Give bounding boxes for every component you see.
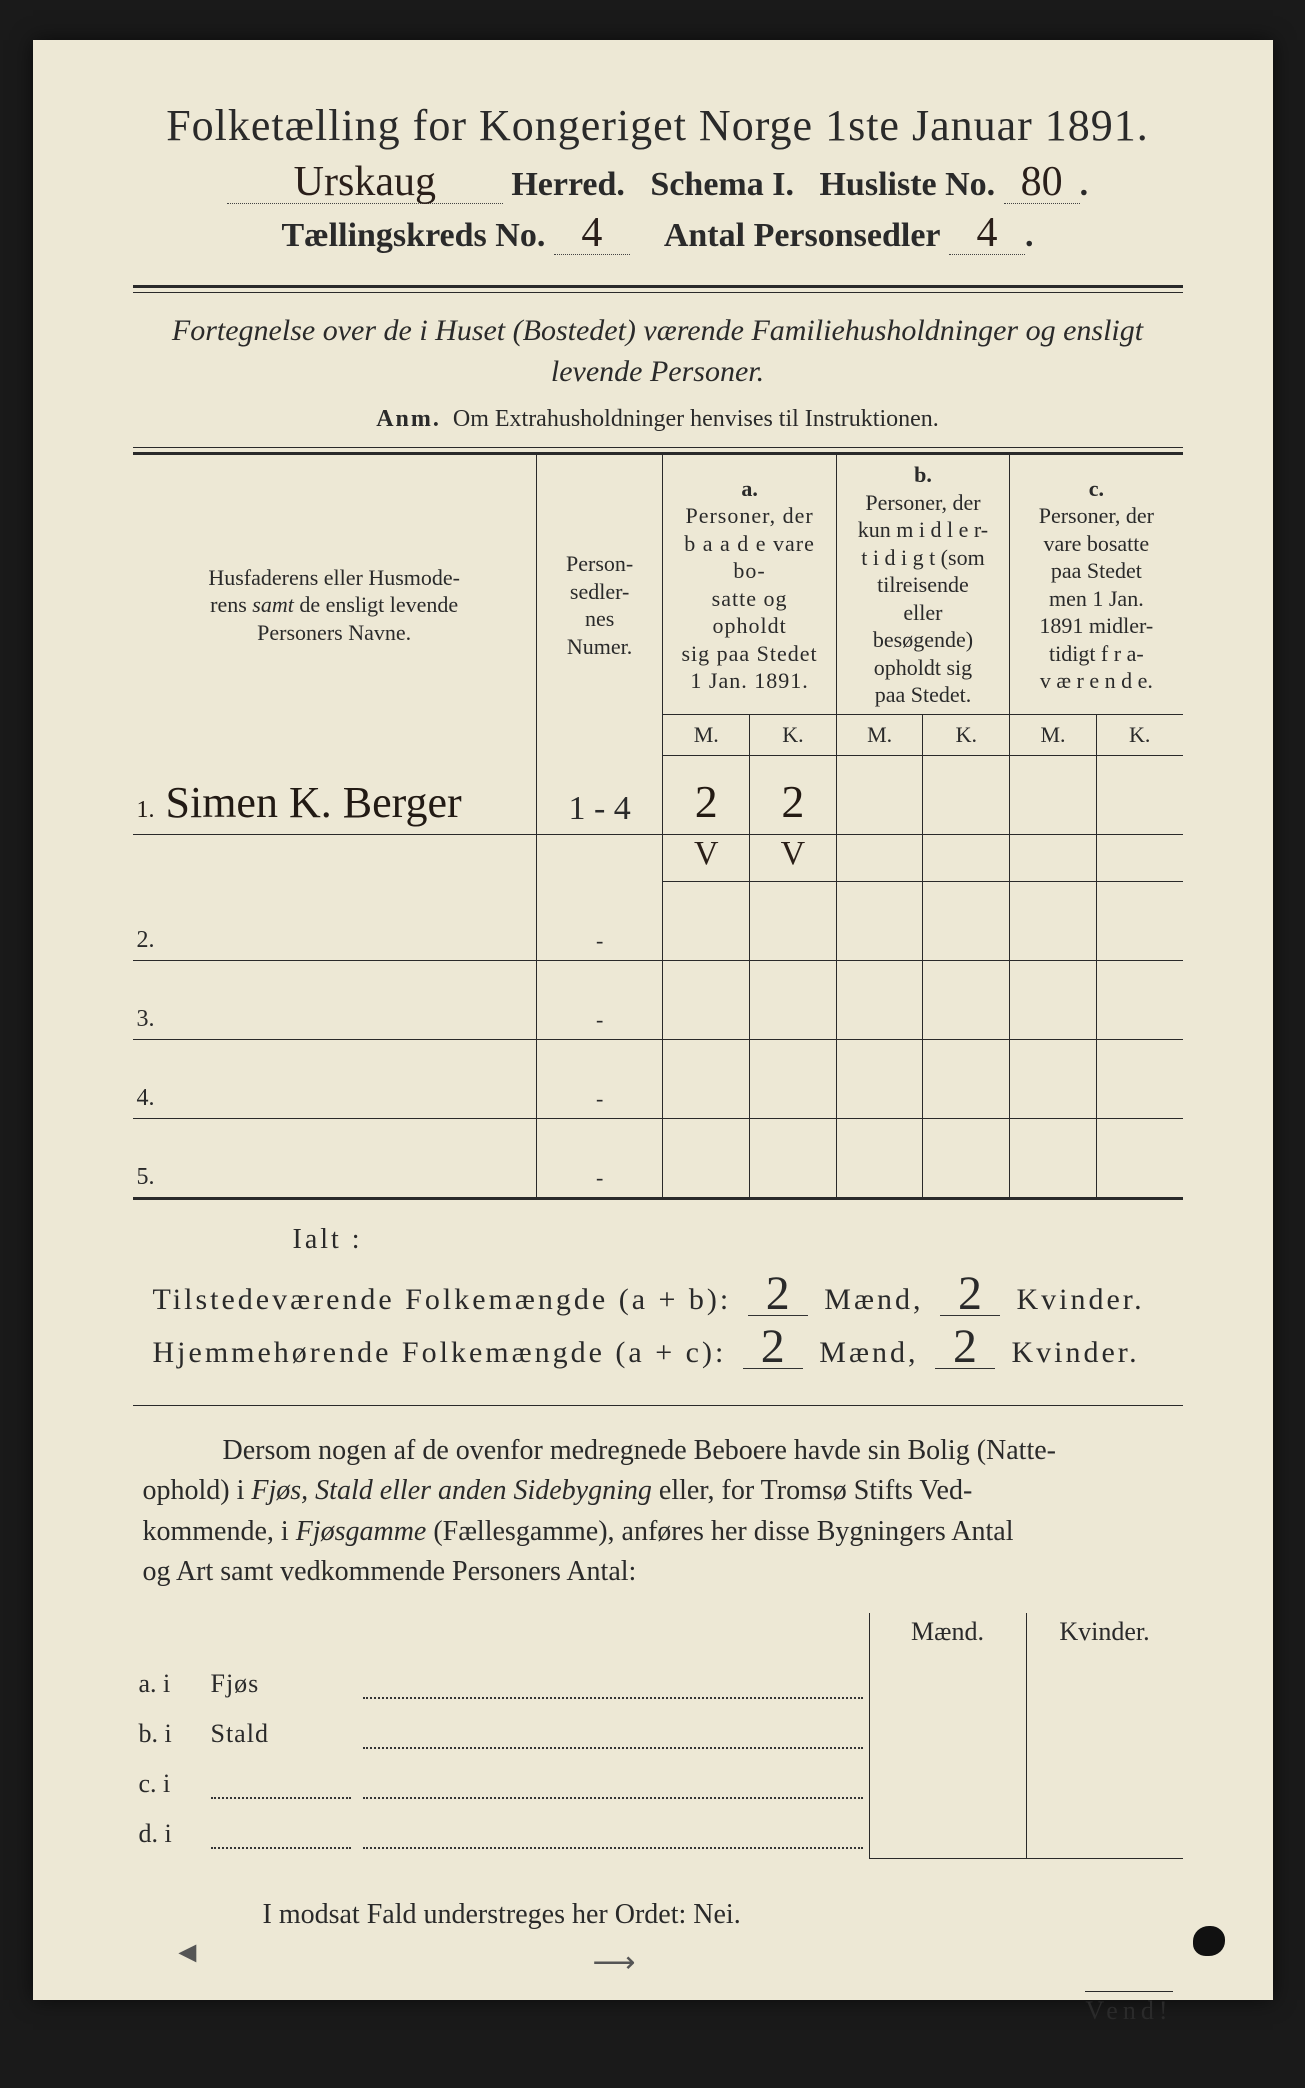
btable-row: a. i Fjøs bbox=[133, 1659, 1183, 1709]
row1-ak: 2 bbox=[750, 755, 837, 834]
sum1-k: 2 bbox=[940, 1272, 1000, 1316]
kreds-label: Tællingskreds No. bbox=[281, 217, 545, 254]
ink-blot bbox=[1193, 1926, 1225, 1956]
table-row: 2. - bbox=[133, 881, 1183, 960]
page-title: Folketælling for Kongeriget Norge 1ste J… bbox=[133, 100, 1183, 151]
personsedler-value: 4 bbox=[949, 212, 1025, 255]
col-a-k: K. bbox=[750, 715, 837, 756]
subtitle: Fortegnelse over de i Huset (Bostedet) v… bbox=[163, 311, 1153, 392]
check-ak: V bbox=[750, 834, 837, 881]
herred-label: Herred. bbox=[511, 166, 625, 203]
table-row: 3. - bbox=[133, 960, 1183, 1039]
col-b-m: M. bbox=[836, 715, 923, 756]
btable-maend: Mænd. bbox=[869, 1613, 1026, 1659]
check-am: V bbox=[663, 834, 750, 881]
outbuilding-table: Mænd. Kvinder. a. i Fjøs b. i Stald c. i… bbox=[133, 1613, 1183, 1860]
ialt-label: Ialt : bbox=[293, 1224, 1183, 1256]
sum-line-2: Hjemmehørende Folkemængde (a + c): 2 Mæn… bbox=[153, 1325, 1183, 1370]
col-names-header: Husfaderens eller Husmode-rens samt de e… bbox=[133, 455, 537, 755]
smudge-mark: ◄ bbox=[173, 1936, 203, 1970]
row1-name: Simen K. Berger bbox=[166, 778, 462, 827]
herred-value: Urskaug bbox=[227, 161, 503, 204]
col-c-k: K. bbox=[1096, 715, 1182, 756]
sum1-m: 2 bbox=[748, 1272, 808, 1316]
household-table: Husfaderens eller Husmode-rens samt de e… bbox=[133, 455, 1183, 1200]
kreds-value: 4 bbox=[554, 212, 630, 255]
col-c-header: c. Personer, dervare bosattepaa Stedetme… bbox=[1010, 455, 1183, 715]
rule-3 bbox=[133, 1405, 1183, 1406]
col-b-k: K. bbox=[923, 715, 1010, 756]
personsedler-label: Antal Personsedler bbox=[664, 217, 941, 254]
husliste-label: Husliste No. bbox=[819, 166, 995, 203]
btable-row: c. i bbox=[133, 1759, 1183, 1809]
row1-pnum: 1 - 4 bbox=[536, 755, 663, 834]
col-a-m: M. bbox=[663, 715, 750, 756]
vend-label: Vend! bbox=[1085, 1991, 1172, 2026]
census-form-page: Folketælling for Kongeriget Norge 1ste J… bbox=[33, 40, 1273, 2000]
col-b-header: b. Personer, derkun m i d l e r-t i d i … bbox=[836, 455, 1009, 715]
rule-1 bbox=[133, 285, 1183, 293]
table-row: 1. Simen K. Berger 1 - 4 2 2 bbox=[133, 755, 1183, 834]
schema-label: Schema I. bbox=[650, 166, 794, 203]
col-num-header: Person-sedler-nesNumer. bbox=[536, 455, 663, 755]
table-row: 4. - bbox=[133, 1039, 1183, 1118]
tick-mark: ⟶ bbox=[593, 1945, 636, 1980]
col-c-m: M. bbox=[1010, 715, 1097, 756]
btable-row: b. i Stald bbox=[133, 1709, 1183, 1759]
btable-kvinder: Kvinder. bbox=[1026, 1613, 1183, 1659]
table-row: 5. - bbox=[133, 1118, 1183, 1198]
row1-am: 2 bbox=[663, 755, 750, 834]
outbuilding-paragraph: Dersom nogen af de ovenfor medregnede Be… bbox=[143, 1431, 1173, 1593]
header-line-2: Urskaug Herred. Schema I. Husliste No. 8… bbox=[133, 161, 1183, 204]
sum2-k: 2 bbox=[935, 1325, 995, 1369]
sum-line-1: Tilstedeværende Folkemængde (a + b): 2 M… bbox=[153, 1272, 1183, 1317]
modsat-line: I modsat Fald understreges her Ordet: Ne… bbox=[263, 1899, 1183, 1931]
btable-row: d. i bbox=[133, 1809, 1183, 1859]
rule-2 bbox=[133, 447, 1183, 455]
husliste-value: 80 bbox=[1004, 161, 1080, 204]
anm-line: Anm. Om Extrahusholdninger henvises til … bbox=[133, 406, 1183, 433]
header-line-3: Tællingskreds No. 4 Antal Personsedler 4… bbox=[133, 212, 1183, 255]
sum2-m: 2 bbox=[743, 1325, 803, 1369]
col-a-header: a. Personer, derb a a d e vare bo-satte … bbox=[663, 455, 836, 715]
